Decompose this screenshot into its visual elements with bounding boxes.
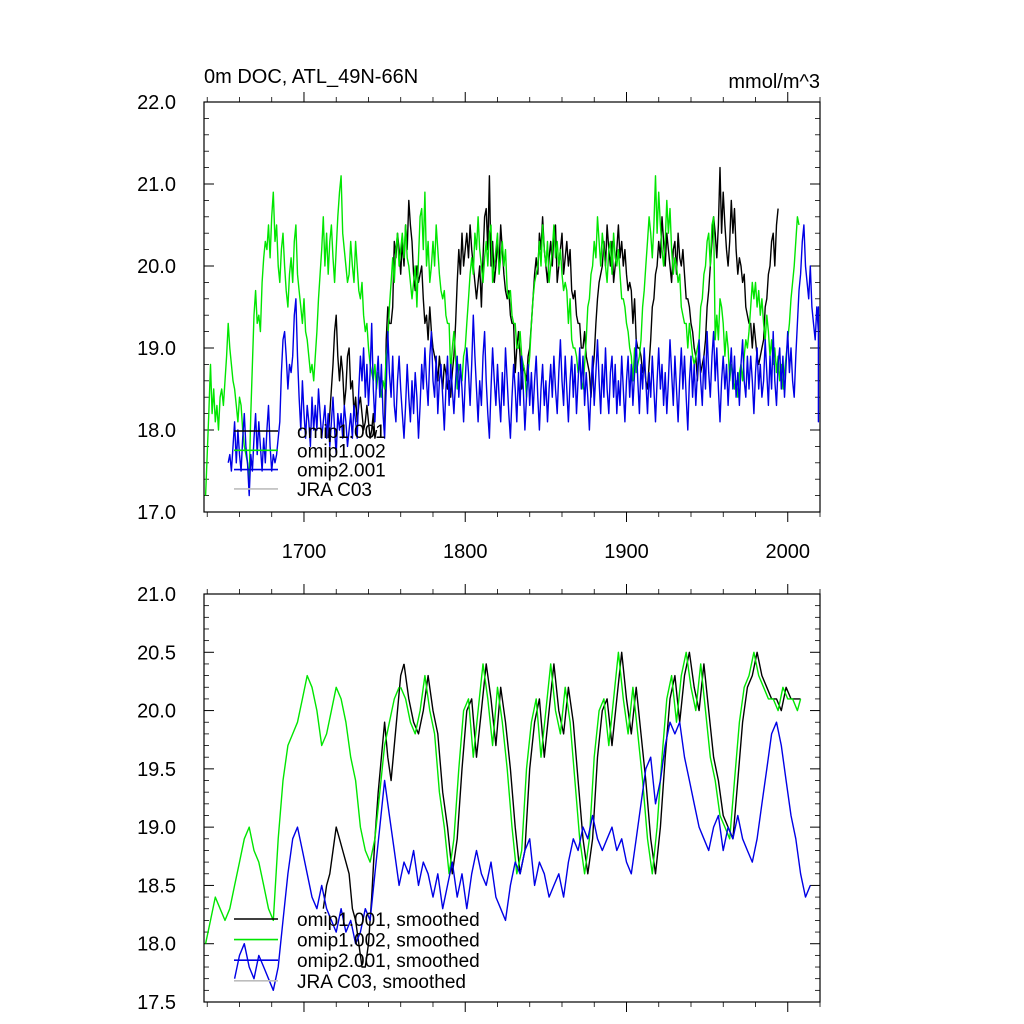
series-line-omip1-002 — [204, 175, 800, 496]
x-tick-label: 1700 — [282, 541, 327, 563]
y-tick-label: 22.0 — [137, 92, 176, 114]
legend-label: omip2.001, smoothed — [297, 951, 480, 972]
y-tick-label: 20.0 — [137, 256, 176, 278]
legend-label: omip1.001, smoothed — [297, 910, 480, 931]
y-tick-label: 17.5 — [137, 992, 176, 1014]
series-line-omip1-001-smoothed — [322, 663, 405, 968]
y-tick-label: 19.0 — [137, 338, 176, 360]
bottom-panel: 17.5 18.0 18.5 19.0 19.5 20.0 20.5 21.0 omip1.00… — [137, 584, 821, 1014]
plot-frame — [203, 593, 821, 1003]
series-lines — [204, 651, 811, 991]
bottom-plot-area: 17.5 18.0 18.5 19.0 19.5 20.0 20.5 21.0 omip1.00… — [137, 584, 821, 1014]
chart-units: mmol/m^3 — [728, 71, 820, 93]
legend-label: omip1.002, smoothed — [297, 931, 480, 952]
top-plot-area: 17.0 18.0 19.0 20.0 21.0 22.0 1700 1800 1900 2000… — [137, 92, 821, 563]
y-tick-label: 19.0 — [137, 817, 176, 839]
series-line-omip2-001 — [227, 224, 820, 497]
series-line-omip1-001-smoothed — [403, 651, 801, 875]
series-line-omip2-001-smoothed — [233, 721, 811, 991]
legend-label: JRA C03 — [297, 480, 372, 501]
legend-label: omip1.001 — [297, 422, 386, 443]
legend-label: omip1.002 — [297, 441, 386, 462]
series-line-omip1-001 — [327, 314, 378, 439]
plot-frame — [203, 101, 821, 513]
x-tick-label: 1900 — [604, 541, 649, 563]
legend-label: JRA C03, smoothed — [297, 972, 466, 993]
x-tick-label: 1800 — [443, 541, 488, 563]
series-lines — [204, 166, 820, 497]
top-panel: 0m DOC, ATL_49N-66N mmol/m^3 17.0 18.0 19.… — [137, 66, 821, 563]
series-line-omip1-002-smoothed — [400, 651, 802, 875]
x-tick-label: 2000 — [765, 541, 810, 563]
chart-title: 0m DOC, ATL_49N-66N — [204, 66, 418, 88]
y-tick-label: 21.0 — [137, 174, 176, 196]
y-tick-label: 19.5 — [137, 759, 176, 781]
y-tick-label: 18.0 — [137, 420, 176, 442]
y-tick-label: 21.0 — [137, 584, 176, 606]
series-line-omip1-002-smoothed — [204, 674, 400, 944]
y-tick-label: 20.0 — [137, 701, 176, 723]
y-tick-label: 20.5 — [137, 642, 176, 664]
legend-label: omip2.001 — [297, 461, 386, 482]
y-tick-label: 18.5 — [137, 875, 176, 897]
y-tick-label: 17.0 — [137, 502, 176, 524]
y-tick-label: 18.0 — [137, 934, 176, 956]
